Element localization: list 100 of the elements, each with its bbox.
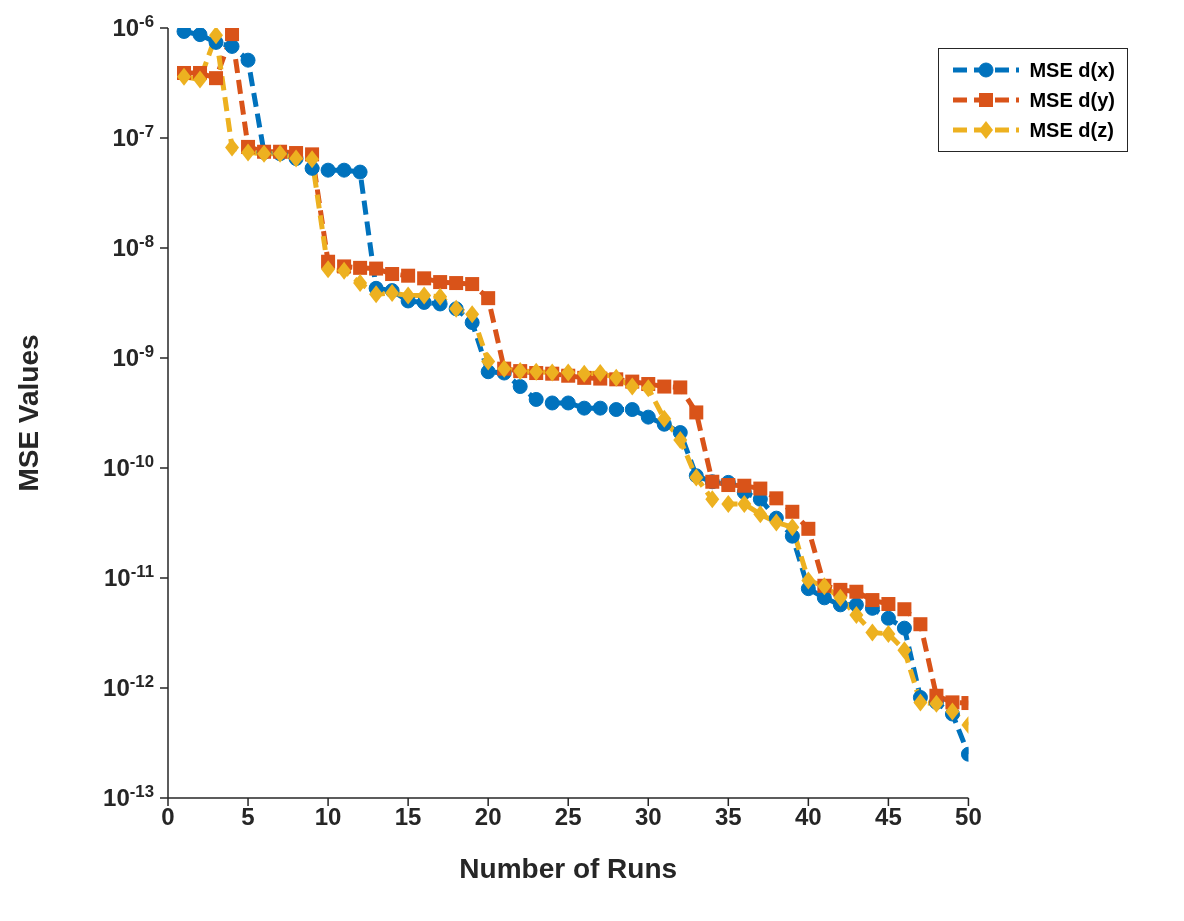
point [352, 164, 368, 180]
point [512, 379, 528, 395]
point [769, 491, 784, 506]
point [417, 286, 432, 305]
point [737, 495, 752, 514]
y-tick-label: 10$^{-8}$ [112, 231, 154, 262]
point [369, 261, 384, 276]
point [576, 400, 592, 416]
x-tick-label: 0 [161, 803, 175, 831]
point [640, 409, 656, 425]
legend-label: MSE d(z) [1029, 118, 1114, 142]
point [721, 495, 736, 514]
point [433, 287, 448, 306]
point [785, 504, 800, 519]
x-tick-label: 35 [714, 803, 742, 831]
x-tick-label: 40 [795, 803, 822, 831]
point [897, 602, 912, 617]
point [353, 274, 368, 293]
point [849, 584, 864, 599]
y-tick-label: 10$^{-10}$ [103, 451, 154, 482]
point [369, 285, 384, 304]
point [657, 379, 672, 394]
point [865, 593, 880, 608]
point [433, 275, 448, 290]
point [577, 364, 592, 383]
point [465, 277, 480, 292]
point [321, 260, 336, 279]
point [881, 624, 896, 643]
point [192, 28, 208, 43]
point [449, 276, 464, 291]
x-tick-label: 15 [394, 803, 422, 831]
legend-label: MSE d(x) [1029, 58, 1115, 82]
point [465, 305, 480, 324]
point [560, 395, 576, 411]
point [561, 363, 576, 382]
point [673, 430, 688, 449]
point [609, 368, 624, 387]
point [417, 271, 432, 286]
x-tick-label: 5 [241, 803, 255, 831]
point [705, 490, 720, 509]
point [481, 352, 496, 371]
point [689, 405, 704, 420]
x-tick-label: 20 [474, 803, 502, 831]
y-tick-label: 10$^{-13}$ [103, 781, 154, 812]
point [641, 379, 656, 398]
point [320, 162, 336, 178]
point [753, 505, 768, 524]
point [336, 162, 352, 178]
point [529, 362, 544, 381]
point [849, 606, 864, 625]
point [177, 67, 192, 86]
point [721, 478, 736, 493]
point [209, 28, 224, 45]
y-tick-label: 10$^{-6}$ [112, 11, 154, 42]
point [225, 138, 240, 157]
y-axis-title: MSE Values [12, 334, 44, 492]
point [945, 702, 960, 721]
point [801, 571, 816, 590]
x-tick-label: 30 [634, 803, 662, 831]
x-tick-label: 45 [875, 803, 902, 831]
point [209, 71, 224, 86]
point [785, 518, 800, 537]
point [624, 402, 640, 418]
point [833, 588, 848, 607]
point [880, 610, 896, 626]
point [737, 478, 752, 493]
point [401, 286, 416, 305]
point [801, 521, 816, 536]
point [193, 70, 208, 89]
point [865, 623, 880, 642]
point [881, 597, 896, 612]
point [625, 377, 640, 396]
point [657, 409, 672, 428]
y-tick-label: 10$^{-12}$ [103, 671, 154, 702]
y-tick-label: 10$^{-9}$ [112, 341, 154, 372]
point [240, 52, 256, 68]
point [896, 620, 912, 636]
point [897, 641, 912, 660]
point [353, 260, 368, 275]
point [528, 391, 544, 407]
point [481, 291, 496, 306]
point [305, 150, 320, 169]
point [913, 617, 928, 632]
point [385, 267, 400, 282]
point [592, 400, 608, 416]
point [753, 481, 768, 496]
x-tick-label: 50 [955, 803, 982, 831]
point [337, 261, 352, 280]
x-tick-label: 25 [554, 803, 582, 831]
point [913, 693, 928, 712]
point [769, 513, 784, 532]
point [225, 28, 240, 42]
point [241, 143, 256, 162]
y-tick-label: 10$^{-11}$ [103, 561, 154, 592]
point [544, 395, 560, 411]
point [608, 402, 624, 418]
legend-label: MSE d(y) [1029, 88, 1115, 112]
point [401, 268, 416, 283]
point [673, 380, 688, 395]
x-axis-title: Number of Runs [459, 853, 678, 884]
